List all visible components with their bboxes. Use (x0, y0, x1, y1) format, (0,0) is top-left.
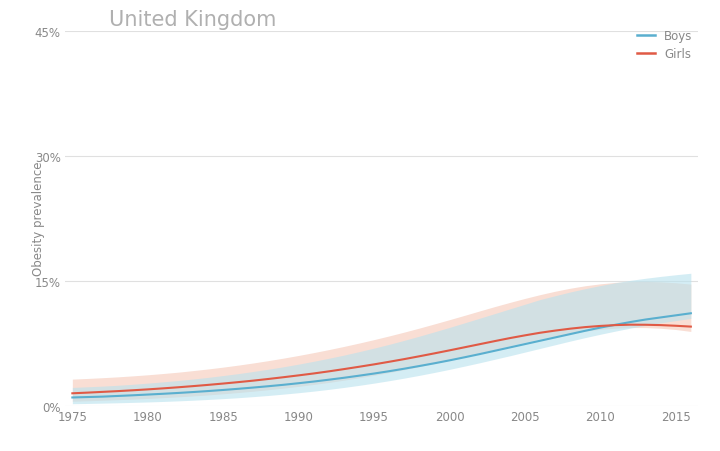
Y-axis label: Obesity prevalence: Obesity prevalence (32, 161, 45, 276)
Legend: Boys, Girls: Boys, Girls (637, 30, 693, 60)
Text: United Kingdom: United Kingdom (109, 10, 276, 30)
